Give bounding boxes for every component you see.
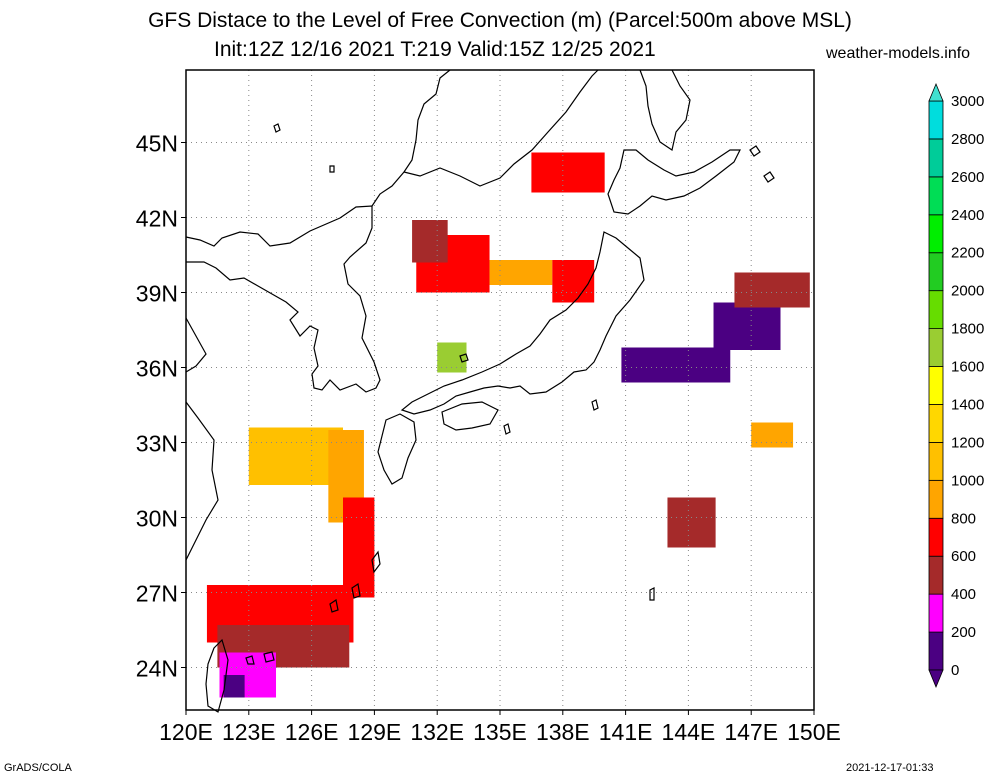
- lfc-region-1000: [248, 427, 343, 485]
- coastlines: [185, 69, 775, 713]
- colorbar-label: 2600: [951, 169, 984, 186]
- colorbar-segment: [928, 631, 944, 671]
- lat-tick-label: 36N: [136, 356, 178, 382]
- lon-tick-label: 129E: [348, 719, 402, 745]
- lon-tick-label: 120E: [159, 719, 213, 745]
- colorbar-segment: [928, 366, 944, 405]
- colorbar-label: 1800: [951, 321, 984, 338]
- colorbar-segment: [928, 252, 944, 292]
- colorbar-segment: [928, 479, 944, 519]
- lfc-field-layer: [206, 152, 810, 698]
- map-subtitle: Init:12Z 12/16 2021 T:219 Valid:15Z 12/2…: [214, 38, 656, 61]
- lat-tick-label: 24N: [136, 656, 178, 682]
- timestamp: 2021-12-17-01:33: [846, 762, 934, 774]
- colorbar-under-arrow: [928, 669, 944, 689]
- coastline-hokkaido: [607, 149, 741, 215]
- colorbar-over-arrow: [928, 82, 944, 102]
- coastline-taiwan: [205, 638, 229, 713]
- coastline-shikoku: [441, 401, 499, 431]
- colorbar-segment: [928, 290, 944, 329]
- colorbar-segment: [928, 555, 944, 595]
- lon-tick-label: 147E: [724, 719, 778, 745]
- colorbar-label: 2800: [951, 131, 984, 148]
- colorbar-segment: [928, 328, 944, 367]
- coastline-sakhalin: [639, 69, 691, 151]
- lfc-region-600: [531, 152, 605, 193]
- lat-tick-label: 45N: [136, 131, 178, 157]
- lon-tick-label: 126E: [285, 719, 339, 745]
- coastline-china-south: [185, 401, 219, 561]
- colorbar-segment: [928, 176, 944, 216]
- lat-tick-label: 39N: [136, 281, 178, 307]
- colorbar-segment: [928, 517, 944, 557]
- colorbar-label: 400: [951, 586, 976, 603]
- colorbar-label: 2000: [951, 283, 984, 300]
- colorbar-segment: [928, 214, 944, 254]
- coastline-kyushu: [377, 413, 417, 485]
- colorbar-segment: [928, 441, 944, 481]
- colorbar-label: 800: [951, 510, 976, 527]
- lfc-region-0: [621, 347, 731, 383]
- axis-ticks: 120E 123E 126E 129E 132E 135E 138E 141E 144E 147E…: [136, 131, 841, 746]
- lfc-region-800: [751, 422, 794, 448]
- lon-tick-label: 141E: [599, 719, 653, 745]
- grads-credit: GrADS/COLA: [4, 762, 72, 774]
- colorbar-label: 3000: [951, 93, 984, 110]
- lfc-region-0: [713, 302, 781, 350]
- lfc-region-0: [223, 675, 245, 698]
- colorbar-label: 200: [951, 624, 976, 641]
- lfc-region-400: [412, 220, 448, 263]
- colorbar-label: 600: [951, 548, 976, 565]
- lat-tick-label: 33N: [136, 431, 178, 457]
- lfc-region-400: [667, 497, 716, 548]
- colorbar-label: 1000: [951, 472, 984, 489]
- colorbar-label: 2200: [951, 245, 984, 262]
- lon-tick-label: 144E: [662, 719, 716, 745]
- coastline-islands: [273, 123, 775, 601]
- site-credit: weather-models.info: [826, 45, 971, 62]
- lon-tick-label: 150E: [787, 719, 841, 745]
- colorbar-label: 1600: [951, 359, 984, 376]
- lat-tick-label: 42N: [136, 206, 178, 232]
- lfc-region-800: [489, 260, 553, 285]
- lfc-region-600: [343, 497, 375, 598]
- lfc-region-600: [552, 260, 595, 303]
- map-title: GFS Distace to the Level of Free Convect…: [148, 9, 852, 32]
- lon-tick-label: 138E: [536, 719, 590, 745]
- lon-tick-label: 132E: [410, 719, 464, 745]
- colorbar-segment: [928, 100, 944, 140]
- colorbar-label: 1200: [951, 434, 984, 451]
- colorbar-label: 0: [951, 662, 959, 679]
- lat-tick-label: 27N: [136, 581, 178, 607]
- colorbar: 0 200 400 600 800 1000 1200 1400 1600 1800 2000 220…: [928, 82, 984, 689]
- colorbar-segment: [928, 138, 944, 178]
- coastline-korea: [185, 205, 381, 393]
- lat-tick-label: 30N: [136, 506, 178, 532]
- colorbar-segment: [928, 404, 944, 443]
- lon-tick-label: 123E: [222, 719, 276, 745]
- coastline-honshu: [400, 231, 645, 415]
- colorbar-label: 1400: [951, 396, 984, 413]
- lon-tick-label: 135E: [473, 719, 527, 745]
- coastline-ryukyu: [245, 550, 381, 665]
- colorbar-segment: [928, 593, 944, 633]
- coastline-china-east: [185, 317, 207, 373]
- colorbar-label: 2400: [951, 207, 984, 224]
- lfc-region-400: [734, 272, 810, 308]
- coastline-russia: [371, 69, 599, 207]
